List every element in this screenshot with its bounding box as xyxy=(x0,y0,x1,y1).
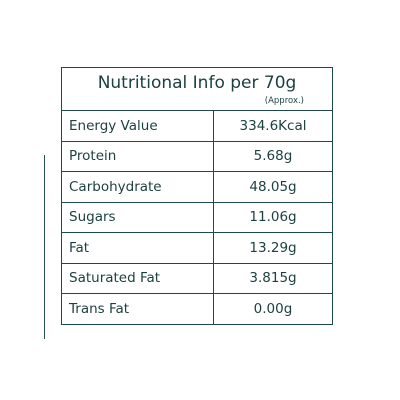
nutrient-value: 0.00g xyxy=(213,293,332,324)
row: Saturated Fat 3.815g xyxy=(62,262,332,294)
note: (Approx.) xyxy=(264,96,304,106)
nutrient-value: 334.6Kcal xyxy=(239,117,307,134)
row: Carbohydrate 48.05g xyxy=(62,171,332,202)
nutrient-value: 48.05g xyxy=(213,171,332,202)
nutrient-name: Trans Fat xyxy=(62,293,214,324)
nutrient-name: Carbohydrate xyxy=(62,171,214,202)
nutrient-value: 11.06g xyxy=(213,201,332,233)
nutrient-name: Sugars xyxy=(62,201,214,233)
title: Nutritional Info per 70g xyxy=(97,73,297,93)
row: Sugars 11.06g xyxy=(62,201,332,233)
row: Energy Value 334.6Kcal xyxy=(62,111,332,141)
nutrition-table: Nutritional Info per 70g (Approx.) Energ… xyxy=(61,67,333,325)
nutrient-name: Saturated Fat xyxy=(62,262,214,294)
row: Fat 13.29g xyxy=(62,232,332,263)
nutrient-name: Protein xyxy=(62,140,214,172)
nutrient-name: Fat xyxy=(62,232,214,263)
row: Protein 5.68g xyxy=(62,140,332,172)
nutrient-value: 5.68g xyxy=(213,140,332,172)
table-header: Nutritional Info per 70g (Approx.) xyxy=(62,68,332,111)
side-line xyxy=(44,155,45,339)
rows: Energy Value 334.6Kcal Protein 5.68g Carbohy… xyxy=(62,111,332,324)
nutrient-value: 13.29g xyxy=(213,232,332,263)
nutrient-name: Energy Value xyxy=(62,111,214,141)
nutrient-value: 3.815g xyxy=(213,262,332,294)
row: Trans Fat 0.00g xyxy=(62,293,332,324)
